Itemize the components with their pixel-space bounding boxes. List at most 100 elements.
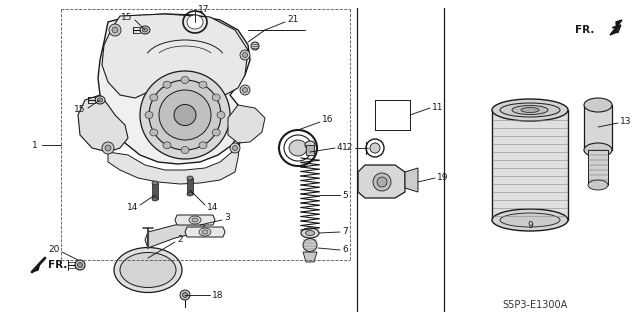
Ellipse shape — [199, 81, 207, 88]
Ellipse shape — [114, 248, 182, 293]
Text: 3: 3 — [224, 213, 230, 222]
Ellipse shape — [500, 103, 560, 117]
Polygon shape — [185, 227, 225, 237]
Polygon shape — [102, 14, 248, 98]
Text: 1: 1 — [32, 140, 38, 150]
Ellipse shape — [305, 141, 315, 149]
Polygon shape — [303, 252, 317, 262]
Bar — [584, 105, 612, 150]
Ellipse shape — [97, 98, 102, 102]
Polygon shape — [108, 142, 240, 184]
Ellipse shape — [305, 231, 314, 235]
Ellipse shape — [150, 94, 158, 101]
Ellipse shape — [212, 129, 220, 136]
Ellipse shape — [182, 293, 188, 298]
Ellipse shape — [199, 142, 207, 149]
Ellipse shape — [370, 143, 380, 153]
Text: 19: 19 — [437, 173, 449, 182]
Ellipse shape — [143, 28, 147, 32]
Text: 15: 15 — [120, 13, 132, 23]
Ellipse shape — [102, 142, 114, 154]
Ellipse shape — [145, 112, 153, 118]
Text: 6: 6 — [342, 246, 348, 255]
Ellipse shape — [140, 26, 150, 34]
Ellipse shape — [109, 24, 121, 36]
Ellipse shape — [181, 77, 189, 84]
Ellipse shape — [187, 176, 193, 180]
Ellipse shape — [202, 230, 208, 234]
Text: 13: 13 — [620, 116, 632, 125]
Text: FR.: FR. — [48, 260, 67, 270]
Ellipse shape — [251, 42, 259, 50]
Text: 15: 15 — [74, 106, 85, 115]
Bar — [306, 145, 314, 155]
Ellipse shape — [289, 140, 307, 156]
Polygon shape — [145, 218, 205, 248]
Ellipse shape — [187, 192, 193, 196]
Ellipse shape — [240, 50, 250, 60]
Ellipse shape — [120, 253, 176, 287]
Ellipse shape — [149, 80, 221, 150]
Ellipse shape — [163, 142, 171, 149]
Text: 21: 21 — [287, 16, 298, 25]
Ellipse shape — [303, 239, 317, 251]
Ellipse shape — [159, 90, 211, 140]
Text: 18: 18 — [212, 291, 223, 300]
Ellipse shape — [232, 145, 237, 151]
Polygon shape — [98, 14, 250, 164]
Ellipse shape — [588, 180, 608, 190]
Ellipse shape — [152, 197, 158, 201]
Ellipse shape — [230, 143, 240, 153]
Text: 12: 12 — [342, 144, 353, 152]
Ellipse shape — [243, 53, 248, 57]
Ellipse shape — [174, 105, 196, 125]
Ellipse shape — [243, 87, 248, 93]
Text: 4: 4 — [337, 143, 342, 152]
Text: 14: 14 — [207, 204, 218, 212]
Text: 20: 20 — [49, 246, 60, 255]
Ellipse shape — [180, 290, 190, 300]
Ellipse shape — [212, 94, 220, 101]
Ellipse shape — [500, 213, 560, 227]
Ellipse shape — [512, 106, 548, 115]
Ellipse shape — [192, 218, 198, 222]
Bar — [152, 183, 158, 199]
Ellipse shape — [199, 228, 211, 236]
Ellipse shape — [187, 15, 203, 29]
Text: 9: 9 — [527, 220, 533, 229]
Polygon shape — [228, 105, 265, 143]
Ellipse shape — [492, 99, 568, 121]
Ellipse shape — [373, 173, 391, 191]
Text: 5: 5 — [342, 190, 348, 199]
Polygon shape — [78, 95, 128, 152]
Ellipse shape — [152, 181, 158, 185]
Text: 16: 16 — [322, 115, 333, 124]
Ellipse shape — [240, 85, 250, 95]
Ellipse shape — [181, 146, 189, 153]
Ellipse shape — [584, 98, 612, 112]
Ellipse shape — [112, 27, 118, 33]
Polygon shape — [32, 258, 45, 272]
Ellipse shape — [492, 209, 568, 231]
Ellipse shape — [150, 129, 158, 136]
Ellipse shape — [301, 228, 319, 238]
Ellipse shape — [584, 143, 612, 157]
Ellipse shape — [75, 260, 85, 270]
Text: S5P3-E1300A: S5P3-E1300A — [502, 300, 568, 310]
Polygon shape — [405, 168, 418, 192]
Text: 17: 17 — [198, 5, 209, 14]
Text: FR.: FR. — [575, 25, 595, 35]
Ellipse shape — [95, 96, 105, 104]
Ellipse shape — [284, 135, 312, 161]
Bar — [187, 178, 193, 194]
Ellipse shape — [217, 112, 225, 118]
Ellipse shape — [105, 145, 111, 151]
Text: 2: 2 — [177, 235, 182, 244]
Bar — [492, 110, 568, 220]
Polygon shape — [358, 165, 405, 198]
Ellipse shape — [377, 177, 387, 187]
Ellipse shape — [77, 263, 83, 268]
Ellipse shape — [140, 71, 230, 159]
Text: 14: 14 — [127, 204, 138, 212]
Bar — [588, 150, 608, 185]
